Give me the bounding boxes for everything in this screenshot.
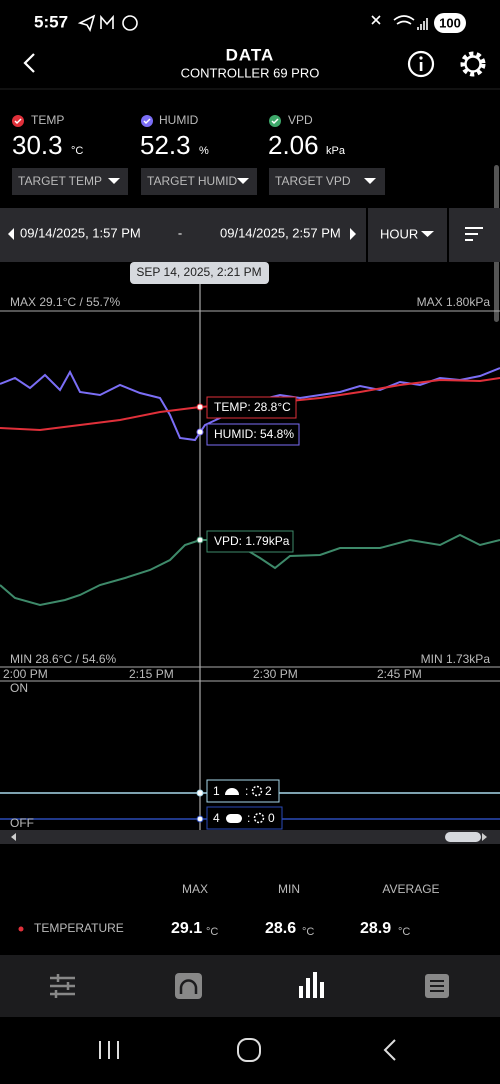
cursor-point	[196, 536, 204, 544]
sensor-humid: HUMID 52.3 %	[140, 113, 209, 160]
nav-device[interactable]	[175, 973, 202, 999]
stats-unit: °C	[398, 926, 410, 938]
recent-apps[interactable]	[99, 1041, 119, 1059]
row-dot	[18, 926, 24, 932]
date-end[interactable]: 09/14/2025, 2:57 PM	[220, 225, 341, 240]
cursor-point	[196, 403, 204, 411]
target-dropdown[interactable]: TARGET TEMP	[12, 168, 128, 195]
sensor-unit: °C	[71, 145, 83, 157]
status-time: 5:57	[34, 12, 68, 31]
stats-unit: °C	[302, 926, 314, 938]
humid-line	[0, 367, 500, 442]
state-on: ON	[10, 681, 28, 695]
next-button[interactable]	[350, 228, 356, 240]
device-value: 2	[265, 784, 272, 798]
device-icon	[226, 814, 242, 823]
prev-button[interactable]	[8, 228, 14, 240]
sort-button[interactable]	[465, 227, 483, 241]
dropdown-label: TARGET HUMID	[147, 174, 238, 188]
cursor-point	[196, 815, 204, 823]
sensor-unit: %	[199, 145, 209, 157]
sensor-vpd: VPD 2.06 kPa	[268, 113, 346, 160]
cursor-label: VPD: 1.79kPa	[214, 534, 290, 548]
x-label: 2:00 PM	[3, 667, 48, 681]
date-start[interactable]: 09/14/2025, 1:57 PM	[20, 225, 141, 240]
device-value: 0	[268, 811, 275, 825]
stats-header: AVERAGE	[382, 882, 439, 896]
cursor-label: HUMID: 54.8%	[214, 427, 294, 441]
scroll-right[interactable]	[482, 833, 487, 841]
header-subtitle: CONTROLLER 69 PRO	[181, 65, 320, 80]
battery	[434, 13, 466, 33]
status-icons	[77, 14, 428, 32]
x-label: 2:45 PM	[377, 667, 422, 681]
back-button[interactable]	[23, 53, 35, 73]
min-label: MIN 28.6°C / 54.6%	[10, 652, 117, 666]
sensor-value: 30.3	[12, 130, 63, 160]
info-button[interactable]	[407, 50, 435, 78]
sensor-label: TEMP	[31, 113, 64, 127]
dropdown-label: TARGET TEMP	[18, 174, 102, 188]
cursor-label: TEMP: 28.8°C	[214, 400, 291, 414]
device-port: 1	[213, 784, 220, 798]
dropdown-label: TARGET VPD	[275, 174, 351, 188]
cursor-box	[206, 423, 300, 446]
stats-header: MIN	[278, 882, 300, 896]
system-back[interactable]	[383, 1039, 396, 1061]
min-label: MIN 1.73kPa	[421, 652, 491, 666]
mode-icon	[253, 812, 265, 824]
date-separator: -	[178, 225, 182, 240]
bottom-nav	[0, 955, 500, 1017]
sensor-value: 2.06	[268, 130, 319, 160]
tooltip	[130, 262, 269, 284]
range-scroller[interactable]	[0, 830, 500, 844]
sensor-temp: TEMP 30.3 °C	[12, 113, 83, 160]
nav-data[interactable]	[299, 972, 324, 998]
device-sep: :	[247, 811, 250, 825]
scroll-thumb[interactable]	[445, 832, 481, 842]
max-label: MAX 1.80kPa	[417, 295, 491, 309]
cursor-point	[196, 789, 204, 797]
settings-button[interactable]	[460, 51, 486, 77]
scroll-left[interactable]	[11, 833, 16, 841]
sensor-unit: kPa	[326, 145, 346, 157]
target-dropdown[interactable]: TARGET HUMID	[141, 168, 257, 195]
interval-dropdown[interactable]: HOUR	[380, 226, 434, 241]
cursor-box	[206, 396, 297, 419]
header-title: DATA	[226, 45, 275, 64]
tooltip-text: SEP 14, 2025, 2:21 PM	[136, 265, 261, 279]
x-label: 2:15 PM	[129, 667, 174, 681]
home-button[interactable]	[237, 1038, 261, 1062]
mode-icon	[251, 785, 263, 797]
stats-unit: °C	[206, 926, 218, 938]
target-dropdown[interactable]: TARGET VPD	[269, 168, 385, 195]
device-box	[206, 806, 283, 830]
sensor-label: HUMID	[159, 113, 199, 127]
device-sep: :	[245, 784, 248, 798]
nav-controls[interactable]	[50, 974, 75, 998]
cursor-box	[206, 530, 294, 553]
state-off: OFF	[10, 816, 34, 830]
nav-log[interactable]	[425, 974, 449, 998]
sensor-value: 52.3	[140, 130, 191, 160]
stats-name: TEMPERATURE	[34, 921, 124, 935]
device-box	[206, 779, 280, 803]
device-port: 4	[213, 811, 220, 825]
device-icon	[225, 788, 239, 795]
sensor-label: VPD	[288, 113, 313, 127]
interval-label: HOUR	[380, 226, 418, 241]
stats-average: 28.9	[360, 920, 391, 937]
stats-min: 28.6	[265, 920, 296, 937]
x-label: 2:30 PM	[253, 667, 298, 681]
cursor-point	[196, 428, 204, 436]
max-label: MAX 29.1°C / 55.7%	[10, 295, 121, 309]
battery-level: 100	[439, 15, 461, 30]
stats-max: 29.1	[171, 920, 202, 937]
stats-header: MAX	[182, 882, 208, 896]
date-bar	[0, 208, 500, 262]
